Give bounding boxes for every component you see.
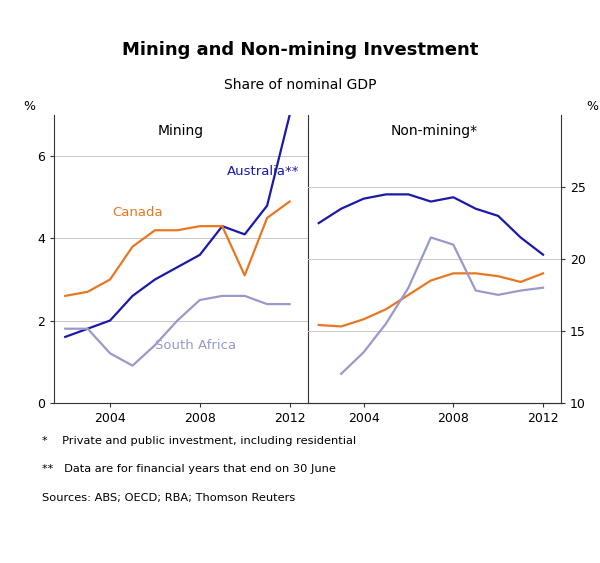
Text: %: %	[23, 100, 35, 113]
Text: Canada: Canada	[112, 206, 163, 219]
Text: Share of nominal GDP: Share of nominal GDP	[224, 78, 376, 92]
Text: Australia**: Australia**	[227, 165, 299, 178]
Text: Non-mining*: Non-mining*	[391, 124, 478, 138]
Text: South Africa: South Africa	[155, 339, 236, 352]
Text: Sources: ABS; OECD; RBA; Thomson Reuters: Sources: ABS; OECD; RBA; Thomson Reuters	[42, 493, 295, 503]
Text: *    Private and public investment, including residential: * Private and public investment, includi…	[42, 436, 356, 446]
Text: Mining: Mining	[158, 124, 204, 138]
Text: **   Data are for financial years that end on 30 June: ** Data are for financial years that end…	[42, 464, 336, 475]
Text: %: %	[586, 100, 598, 113]
Text: Mining and Non-mining Investment: Mining and Non-mining Investment	[122, 41, 478, 59]
